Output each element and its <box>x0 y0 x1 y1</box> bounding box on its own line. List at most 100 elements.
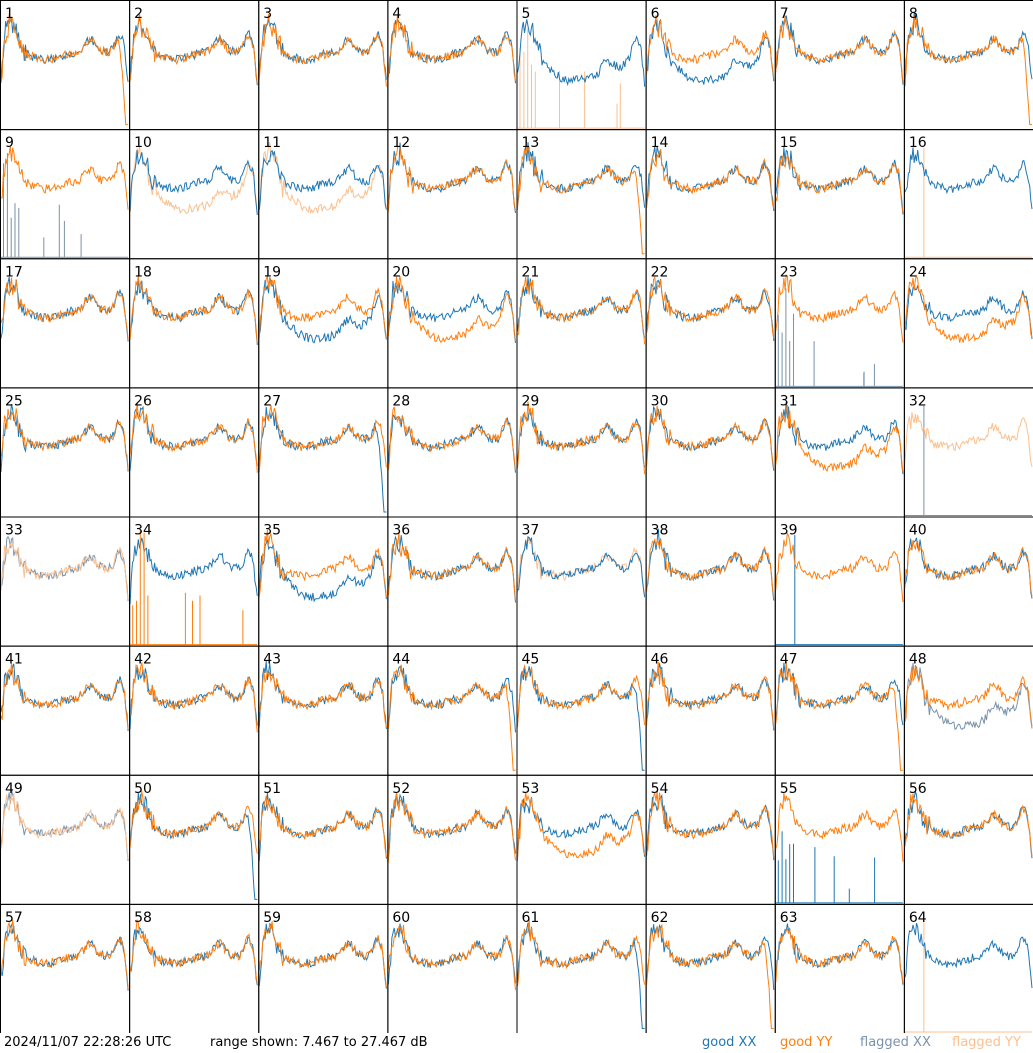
series-yy-panel-7 <box>775 15 904 83</box>
panel-38: 38 <box>645 516 776 647</box>
panel-label: 50 <box>134 781 152 797</box>
series-xx-panel-14 <box>646 146 775 212</box>
series-yy-panel-49 <box>0 793 129 859</box>
panel-label: 33 <box>5 523 23 539</box>
panel-39: 39 <box>774 516 905 647</box>
series-yy-panel-31 <box>775 404 904 473</box>
panel-label: 11 <box>263 135 281 151</box>
panel-48: 48 <box>903 645 1033 776</box>
panel-56: 56 <box>903 774 1033 905</box>
panel-26: 26 <box>129 387 260 518</box>
panel-label: 10 <box>134 135 152 151</box>
panel-17: 17 <box>0 258 131 389</box>
panel-label: 4 <box>392 6 401 22</box>
series-yy-panel-61 <box>517 919 646 987</box>
panel-30: 30 <box>645 387 776 518</box>
panel-border <box>516 0 647 131</box>
panel-label: 2 <box>134 6 143 22</box>
series-yy-panel-47 <box>775 660 903 771</box>
panel-border <box>774 0 905 131</box>
series-yy-panel-19 <box>258 274 387 339</box>
series-xx-panel-39 <box>775 534 903 646</box>
panel-label: 22 <box>651 264 669 280</box>
series-xx-panel-34 <box>129 537 258 605</box>
panel-40: 40 <box>903 516 1033 647</box>
series-yy-panel-12 <box>387 145 516 212</box>
panel-3: 3 <box>258 0 389 131</box>
panel-border <box>0 129 131 260</box>
panel-61: 61 <box>516 903 647 1033</box>
panel-label: 64 <box>909 910 927 926</box>
series-yy-panel-48 <box>904 664 1033 727</box>
panel-35: 35 <box>258 516 389 647</box>
series-yy-panel-26 <box>129 402 258 473</box>
panel-label: 19 <box>263 264 281 280</box>
panel-label: 17 <box>5 264 23 280</box>
series-xx-panel-35 <box>258 539 387 603</box>
series-xx-panel-23 <box>775 288 903 387</box>
series-xx-panel-54 <box>646 793 775 861</box>
series-yy-panel-51 <box>258 795 387 857</box>
series-yy-panel-38 <box>646 537 775 599</box>
series-xx-panel-28 <box>387 413 516 473</box>
series-yy-panel-15 <box>775 155 904 213</box>
panel-label: 3 <box>263 6 272 22</box>
series-yy-panel-22 <box>646 275 775 339</box>
series-xx-panel-40 <box>904 537 1033 599</box>
panel-border <box>258 0 389 131</box>
series-xx-panel-60 <box>387 923 516 985</box>
panel-label: 20 <box>392 264 410 280</box>
panel-label: 24 <box>909 264 927 280</box>
panel-label: 27 <box>263 393 281 409</box>
panel-31: 31 <box>774 387 905 518</box>
series-yy-panel-45 <box>517 664 646 728</box>
series-yy-panel-42 <box>129 662 258 733</box>
series-yy-panel-13 <box>517 146 645 255</box>
panel-label: 21 <box>522 264 540 280</box>
series-yy-panel-27 <box>258 405 387 473</box>
panel-5: 5 <box>516 0 647 131</box>
panel-label: 61 <box>522 910 540 926</box>
panel-label: 45 <box>522 652 540 668</box>
panel-label: 40 <box>909 523 927 539</box>
panel-20: 20 <box>387 258 518 389</box>
panel-57: 57 <box>0 903 131 1033</box>
panel-8: 8 <box>903 0 1033 131</box>
series-yy-panel-1 <box>0 13 129 126</box>
panel-label: 41 <box>5 652 23 668</box>
panel-label: 37 <box>522 523 540 539</box>
panel-label: 52 <box>392 781 410 797</box>
series-yy-panel-57 <box>0 919 129 989</box>
series-xx-panel-55 <box>775 831 903 904</box>
series-yy-panel-4 <box>387 14 516 82</box>
legend-good-yy: good YY <box>780 1035 833 1050</box>
panel-label: 18 <box>134 264 152 280</box>
panel-2: 2 <box>129 0 260 131</box>
panel-label: 6 <box>651 6 660 22</box>
series-yy-panel-44 <box>387 664 516 771</box>
panel-label: 15 <box>780 135 798 151</box>
series-yy-panel-50 <box>129 790 258 854</box>
series-xx-panel-16 <box>904 147 1033 210</box>
panel-label: 46 <box>651 652 669 668</box>
series-yy-panel-2 <box>129 13 258 84</box>
panel-label: 29 <box>522 393 540 409</box>
panel-50: 50 <box>129 774 260 905</box>
series-xx-panel-9 <box>1 153 129 258</box>
panel-63: 63 <box>774 903 905 1033</box>
panel-label: 62 <box>651 910 669 926</box>
panel-label: 34 <box>134 523 152 539</box>
series-yy-panel-43 <box>258 670 387 728</box>
series-xx-panel-64 <box>904 923 1033 989</box>
panel-label: 60 <box>392 910 410 926</box>
panel-label: 53 <box>522 781 540 797</box>
series-yy-panel-53 <box>517 792 646 862</box>
series-xx-panel-50 <box>129 792 258 900</box>
panel-29: 29 <box>516 387 647 518</box>
panel-label: 54 <box>651 781 669 797</box>
series-yy-panel-59 <box>258 921 387 987</box>
panel-label: 36 <box>392 523 410 539</box>
series-yy-panel-20 <box>387 276 516 344</box>
legend-flagged-xx: flagged XX <box>860 1035 931 1050</box>
series-xx-panel-45 <box>517 666 645 771</box>
